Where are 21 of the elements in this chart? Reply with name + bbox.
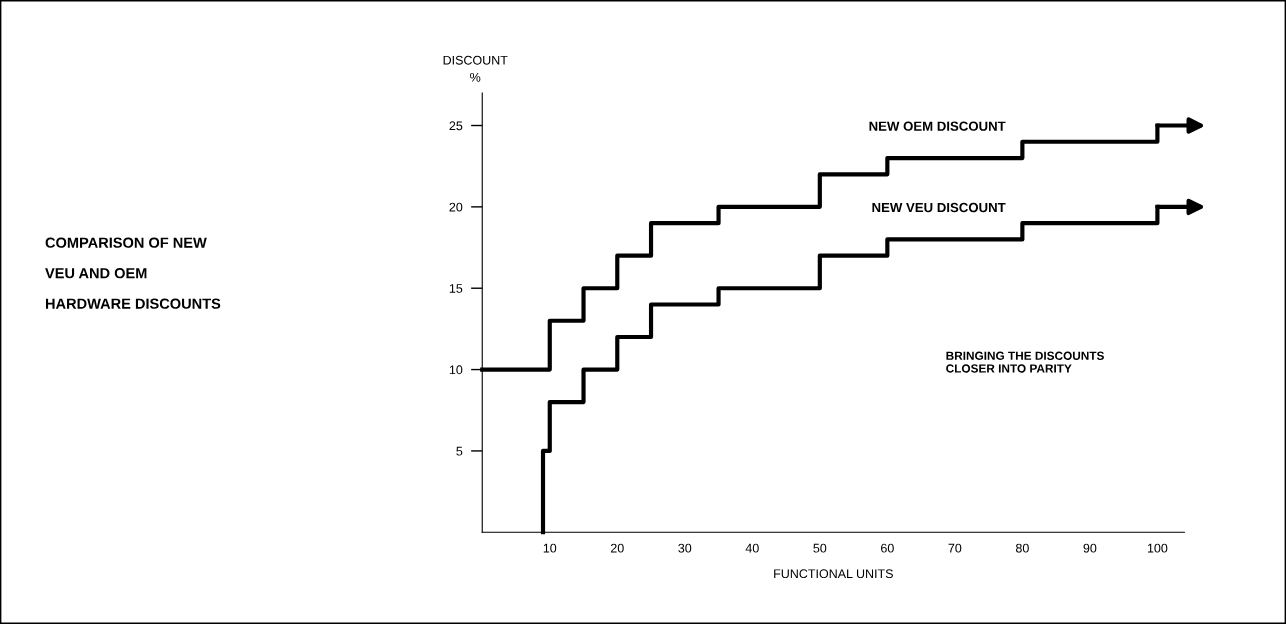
y-tick-label: 10	[449, 365, 463, 375]
y-tick-label: 5	[456, 446, 463, 456]
x-tick-label: 60	[881, 543, 894, 553]
chart-title: COMPARISON OF NEW VEU AND OEM HARDWARE DISCOUNTS	[45, 237, 221, 309]
series-label: NEW VEU DISCOUNT	[872, 202, 1006, 213]
y-tick-label: 15	[449, 284, 463, 293]
annotation: BRINGING THE DISCOUNTS CLOSER INTO PARITY	[946, 351, 1104, 373]
x-tick-label: 30	[678, 543, 692, 553]
series-label: NEW OEM DISCOUNT	[869, 121, 1006, 131]
y-tick-label: 20	[449, 202, 463, 212]
x-tick-label: 50	[813, 543, 827, 553]
x-tick-label: 10	[543, 543, 557, 553]
x-tick-label: 80	[1015, 543, 1029, 553]
x-tick-label: 40	[745, 543, 759, 553]
x-axis-title: FUNCTIONAL UNITS	[774, 569, 893, 579]
x-tick-label: 90	[1083, 543, 1097, 553]
y-tick-label: 25	[449, 121, 463, 131]
x-tick-label: 70	[948, 543, 962, 553]
y-axis-title: DISCOUNT %	[443, 55, 508, 82]
x-tick-label: 100	[1147, 543, 1168, 553]
x-tick-label: 20	[610, 543, 624, 553]
